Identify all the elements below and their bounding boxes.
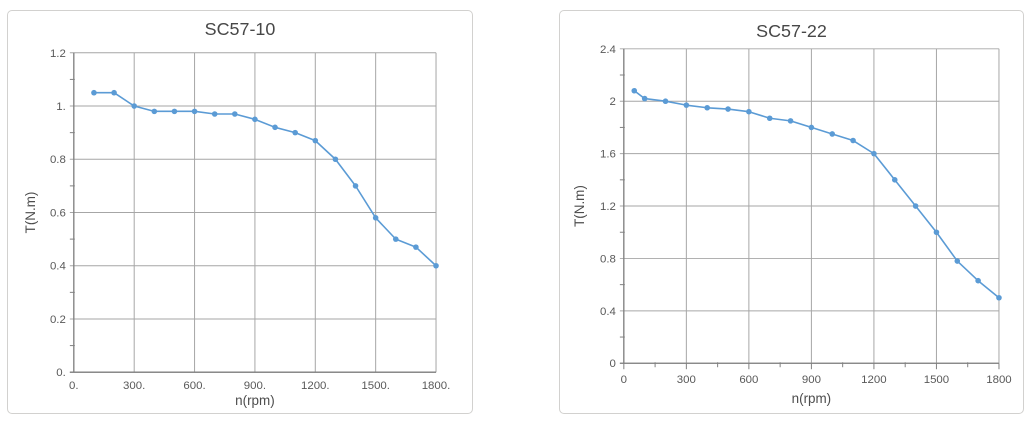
x-tick-label: 900.	[244, 380, 266, 392]
data-point-marker	[413, 244, 419, 250]
y-tick-label: 0.8	[50, 154, 66, 166]
torque-speed-chart-sc57-22: 0 0.4 0.8 1.2 1.6 2 2.4 0 300 600 900 1200 1500 1800 S…	[572, 21, 1012, 406]
data-point-marker	[850, 137, 856, 144]
x-tick-label: 600	[739, 374, 758, 386]
data-point-marker	[171, 108, 178, 115]
x-tick-label: 1800.	[422, 380, 451, 392]
data-point-marker	[433, 262, 439, 269]
data-point-marker	[352, 183, 359, 189]
data-point-marker	[808, 124, 815, 131]
data-point-marker	[954, 258, 961, 264]
data-point-marker	[871, 150, 877, 157]
y-tick-label: 0.4	[50, 261, 67, 273]
data-point-marker	[704, 104, 710, 111]
data-point-marker	[766, 115, 773, 122]
data-point-marker	[312, 137, 319, 144]
x-tick-label: 1200.	[301, 380, 330, 392]
y-tick-label: 1.2	[600, 201, 616, 213]
data-point-marker	[662, 98, 669, 105]
data-point-marker	[232, 111, 238, 117]
torque-curve	[93, 91, 437, 267]
y-tick-label: 0	[609, 358, 615, 370]
data-point-marker	[641, 95, 648, 102]
data-point-marker	[975, 277, 981, 284]
x-tick-label: 1800	[986, 374, 1011, 386]
y-axis-title: T(N.m)	[572, 185, 587, 227]
x-tick-label: 600.	[183, 380, 205, 392]
data-point-marker	[829, 131, 836, 137]
chart-panel-sc57-10: 0. 0.2 0.4 0.6 0.8 1. 1.2 0. 300. 600. 900. 1200. 15…	[7, 10, 473, 414]
data-point-marker	[787, 118, 794, 124]
x-tick-label: 900	[802, 374, 821, 386]
y-tick-label: 2.4	[600, 44, 617, 56]
data-point-marker	[111, 89, 117, 96]
y-tick-label: 1.6	[600, 149, 616, 161]
data-point-marker	[131, 103, 137, 109]
data-point-marker	[252, 116, 258, 123]
data-point-marker	[392, 236, 399, 242]
x-tick-label: 300	[677, 374, 696, 386]
data-point-marker	[332, 156, 339, 163]
torque-speed-chart-sc57-10: 0. 0.2 0.4 0.6 0.8 1. 1.2 0. 300. 600. 900. 1200. 15…	[23, 19, 451, 408]
data-point-marker	[151, 108, 158, 115]
y-axis-title: T(N.m)	[23, 192, 38, 234]
data-point-marker	[683, 102, 690, 108]
x-tick-label: 300.	[123, 380, 145, 392]
data-point-marker	[933, 229, 940, 236]
data-point-marker	[912, 203, 919, 209]
y-tick-label: 0.	[56, 367, 66, 379]
y-tick-label: 0.4	[600, 306, 617, 318]
data-point-marker	[211, 111, 218, 117]
data-point-marker	[996, 294, 1002, 301]
chart-title: SC57-22	[756, 21, 827, 41]
chart-panel-sc57-22: 0 0.4 0.8 1.2 1.6 2 2.4 0 300 600 900 1200 1500 1800 S…	[559, 10, 1024, 414]
x-tick-label: 0	[621, 374, 627, 386]
data-point-marker	[292, 129, 298, 136]
x-tick-label: 1200	[861, 374, 886, 386]
y-tick-label: 2	[609, 96, 615, 108]
data-point-marker	[91, 89, 97, 96]
data-point-marker	[272, 124, 278, 131]
y-tick-label: 0.2	[50, 314, 66, 326]
y-tick-label: 0.6	[50, 207, 66, 219]
x-tick-label: 1500.	[361, 380, 390, 392]
x-axis-title: n(rpm)	[235, 393, 275, 408]
chart-title: SC57-10	[205, 19, 276, 39]
data-point-marker	[372, 215, 379, 221]
y-tick-label: 0.8	[600, 253, 616, 265]
y-tick-label: 1.2	[50, 48, 66, 60]
data-point-marker	[725, 106, 731, 112]
data-point-marker	[746, 108, 752, 115]
data-point-marker	[891, 177, 898, 183]
data-point-marker	[191, 108, 198, 115]
data-point-marker	[631, 87, 638, 94]
x-axis-title: n(rpm)	[792, 391, 832, 406]
x-tick-label: 0.	[69, 380, 79, 392]
torque-curve	[633, 90, 1000, 299]
y-tick-label: 1.	[56, 101, 66, 113]
x-tick-label: 1500	[924, 374, 949, 386]
